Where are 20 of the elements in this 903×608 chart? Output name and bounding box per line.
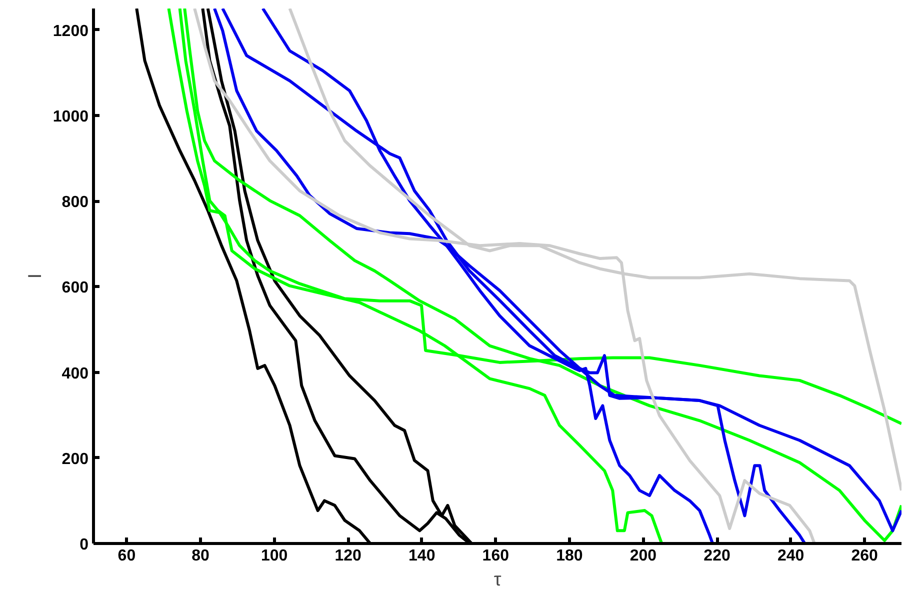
x-tick-label: 140: [408, 548, 436, 564]
y-tick-label: 1200: [52, 22, 89, 40]
x-tick-label: 120: [334, 548, 362, 564]
x-tick-label: 260: [851, 548, 878, 564]
x-tick-label: 100: [260, 548, 288, 564]
y-tick-label: 0: [80, 536, 89, 554]
y-axis-title: I: [24, 273, 45, 279]
x-axis-title: τ: [494, 568, 502, 590]
x-tick-label: 60: [118, 548, 136, 564]
y-tick-label: 600: [62, 280, 89, 297]
x-tick-label: 240: [777, 548, 804, 564]
x-tick-label: 180: [556, 548, 583, 564]
x-tick-label: 160: [482, 548, 510, 564]
x-tick-label: 220: [704, 548, 730, 564]
y-tick-label: 400: [62, 365, 89, 382]
y-tick-label: 200: [62, 450, 89, 468]
y-tick-label: 1000: [52, 108, 89, 126]
y-tick-label: 800: [62, 194, 89, 212]
x-tick-label: 200: [630, 548, 657, 564]
x-tick-label: 80: [192, 548, 210, 564]
